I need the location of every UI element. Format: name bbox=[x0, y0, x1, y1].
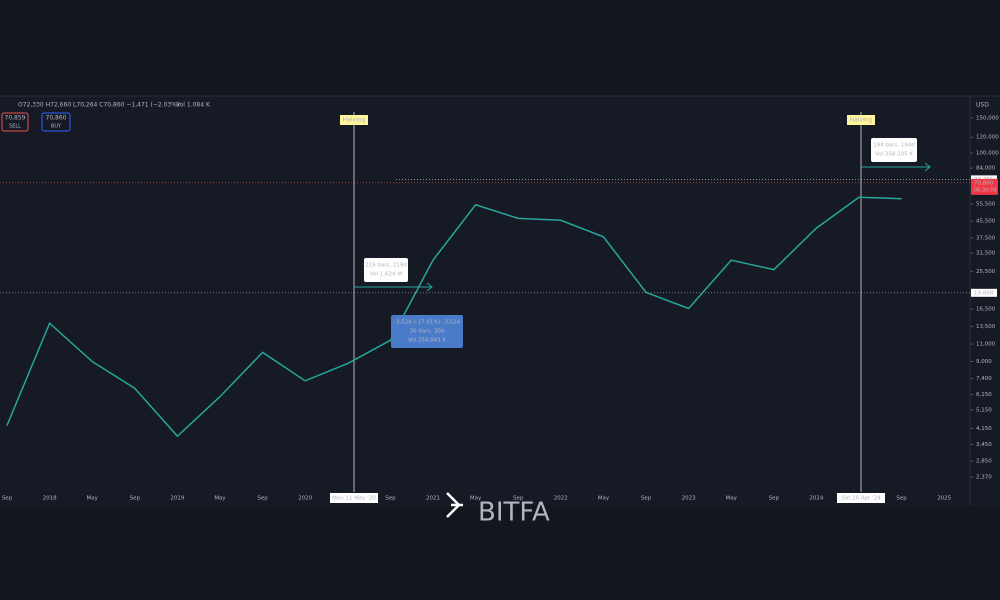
y-tick-label: 45,500 bbox=[976, 219, 996, 225]
halving-label: Halving bbox=[343, 117, 366, 124]
x-tick-label: May bbox=[726, 496, 738, 502]
x-tick-label: 2021 bbox=[426, 496, 440, 502]
measure-arrow bbox=[861, 162, 931, 172]
y-tick-label: 2,850 bbox=[976, 459, 992, 465]
measure-text: 219 bars, 219d bbox=[365, 263, 407, 269]
date-label: Mon 11 May '20 bbox=[332, 496, 376, 502]
measure-box bbox=[871, 138, 917, 162]
measure-text: Vol 254.843 K bbox=[408, 338, 446, 344]
sell-price: 70,859 bbox=[5, 115, 26, 122]
measure-box bbox=[364, 258, 408, 282]
y-tick-label: 9,000 bbox=[976, 359, 992, 365]
y-tick-label: 25,500 bbox=[976, 269, 996, 275]
x-tick-label: 2023 bbox=[682, 496, 696, 502]
x-tick-label: 2020 bbox=[298, 496, 312, 502]
ohlc: O72,330 H72,660 L70,264 C70,860 −1,471 (… bbox=[18, 102, 179, 109]
x-tick-label: Sep bbox=[769, 496, 780, 502]
sell-button[interactable] bbox=[1, 112, 29, 132]
y-tick-label: 2,370 bbox=[976, 475, 992, 481]
logo-text: BITFA bbox=[478, 498, 550, 528]
measure-text: 194 bars, 194d bbox=[873, 143, 915, 149]
measure-text: 30 bars, 30d bbox=[410, 329, 445, 335]
last-price-label: 70,860 bbox=[974, 180, 994, 186]
measure-text: -3,524 (-17.81%) -3,524 bbox=[394, 320, 461, 326]
y-tick-label: 150,000 bbox=[976, 115, 999, 121]
measure-arrow bbox=[354, 282, 433, 292]
y-tick-label: 120,000 bbox=[976, 135, 999, 141]
y-tick-label: 4,150 bbox=[976, 426, 992, 432]
y-tick-label: 7,400 bbox=[976, 376, 992, 382]
last-price-tag bbox=[971, 178, 998, 195]
date-tag bbox=[837, 493, 885, 503]
x-tick-label: May bbox=[87, 496, 99, 502]
buy-label: BUY bbox=[51, 124, 62, 130]
buy-button[interactable] bbox=[41, 112, 71, 132]
x-tick-label: 2025 bbox=[937, 496, 951, 502]
price-line bbox=[6, 196, 902, 438]
y-tick-label: 6,150 bbox=[976, 392, 992, 398]
date-tag bbox=[330, 493, 378, 503]
countdown: 06:30:59 bbox=[974, 187, 996, 193]
y-tick-label: 55,500 bbox=[976, 201, 996, 207]
measure-text: Vol 358.205 K bbox=[875, 152, 913, 158]
x-tick-label: Sep bbox=[513, 496, 524, 502]
level-label: 19,898 bbox=[974, 290, 994, 296]
y-tick-label: 13,500 bbox=[976, 324, 996, 330]
date-label: Sat 20 Apr '24 bbox=[841, 496, 881, 502]
x-tick-label: 2019 bbox=[170, 496, 184, 502]
y-tick-label: 31,500 bbox=[976, 251, 996, 257]
x-tick-label: 2018 bbox=[43, 496, 57, 502]
level-tag bbox=[971, 288, 997, 297]
y-tick-label: 84,000 bbox=[976, 166, 996, 172]
buy-price: 70,860 bbox=[46, 115, 67, 122]
x-tick-label: Sep bbox=[641, 496, 652, 502]
measure-box bbox=[391, 315, 463, 348]
sell-label: SELL bbox=[9, 124, 21, 130]
x-tick-label: Sep bbox=[2, 496, 13, 502]
currency: USD bbox=[976, 102, 989, 109]
x-tick-label: May bbox=[470, 496, 482, 502]
x-tick-label: Sep bbox=[385, 496, 396, 502]
halving-label: Halving bbox=[850, 117, 873, 124]
x-tick-label: Sep bbox=[896, 496, 907, 502]
y-tick-label: 3,450 bbox=[976, 442, 992, 448]
y-tick-label: 16,500 bbox=[976, 307, 996, 313]
x-tick-label: May bbox=[214, 496, 226, 502]
x-tick-label: May bbox=[598, 496, 610, 502]
x-tick-label: Sep bbox=[130, 496, 141, 502]
chart-area bbox=[0, 96, 1000, 506]
volume: Vol 1.084 K bbox=[176, 102, 211, 109]
measure-text: Vol 1.624 M bbox=[370, 272, 402, 278]
halving-tag bbox=[847, 115, 875, 125]
y-tick-label: 5,150 bbox=[976, 407, 992, 413]
x-tick-label: Sep bbox=[257, 496, 268, 502]
logo-icon bbox=[446, 492, 463, 518]
y-tick-label: 37,500 bbox=[976, 235, 996, 241]
x-tick-label: 2024 bbox=[809, 496, 823, 502]
y-tick-label: 11,000 bbox=[976, 342, 996, 348]
y-tick-label: 100,000 bbox=[976, 151, 999, 157]
halving-tag bbox=[340, 115, 368, 125]
x-tick-label: 2022 bbox=[554, 496, 568, 502]
